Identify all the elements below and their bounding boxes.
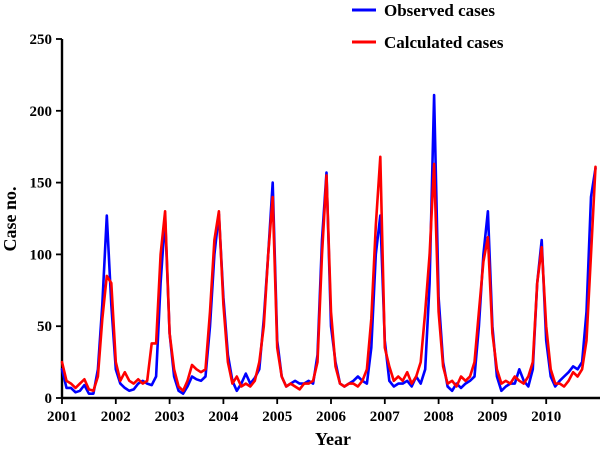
x-tick-label: 2002 (101, 409, 131, 425)
series-line-calculated (60, 155, 597, 393)
legend: Observed cases Calculated cases (352, 1, 504, 52)
legend-label-observed: Observed cases (384, 1, 495, 20)
x-ticks: 2001 2002 2003 2004 2005 2006 2007 2008 2009 2010 (47, 398, 561, 425)
x-tick-label: 2007 (370, 409, 401, 425)
x-axis-title: Year (315, 429, 351, 449)
y-tick-label: 200 (30, 104, 53, 120)
y-ticks: 0 50 100 150 200 250 (30, 32, 62, 407)
x-tick-label: 2003 (155, 409, 185, 425)
x-tick-label: 2005 (262, 409, 292, 425)
x-tick-label: 2008 (424, 409, 454, 425)
legend-label-calculated: Calculated cases (384, 33, 504, 52)
x-tick-label: 2004 (208, 409, 239, 425)
y-tick-label: 0 (45, 391, 53, 407)
x-tick-label: 2001 (47, 409, 77, 425)
series-layer (60, 93, 597, 396)
y-tick-label: 100 (30, 247, 53, 263)
y-axis-title: Case no. (0, 186, 20, 251)
x-tick-label: 2010 (531, 409, 561, 425)
y-tick-label: 50 (37, 319, 52, 335)
axes (60, 39, 600, 400)
x-tick-label: 2009 (477, 409, 507, 425)
x-tick-label: 2006 (316, 409, 347, 425)
y-tick-label: 250 (30, 32, 53, 48)
y-tick-label: 150 (30, 176, 53, 192)
